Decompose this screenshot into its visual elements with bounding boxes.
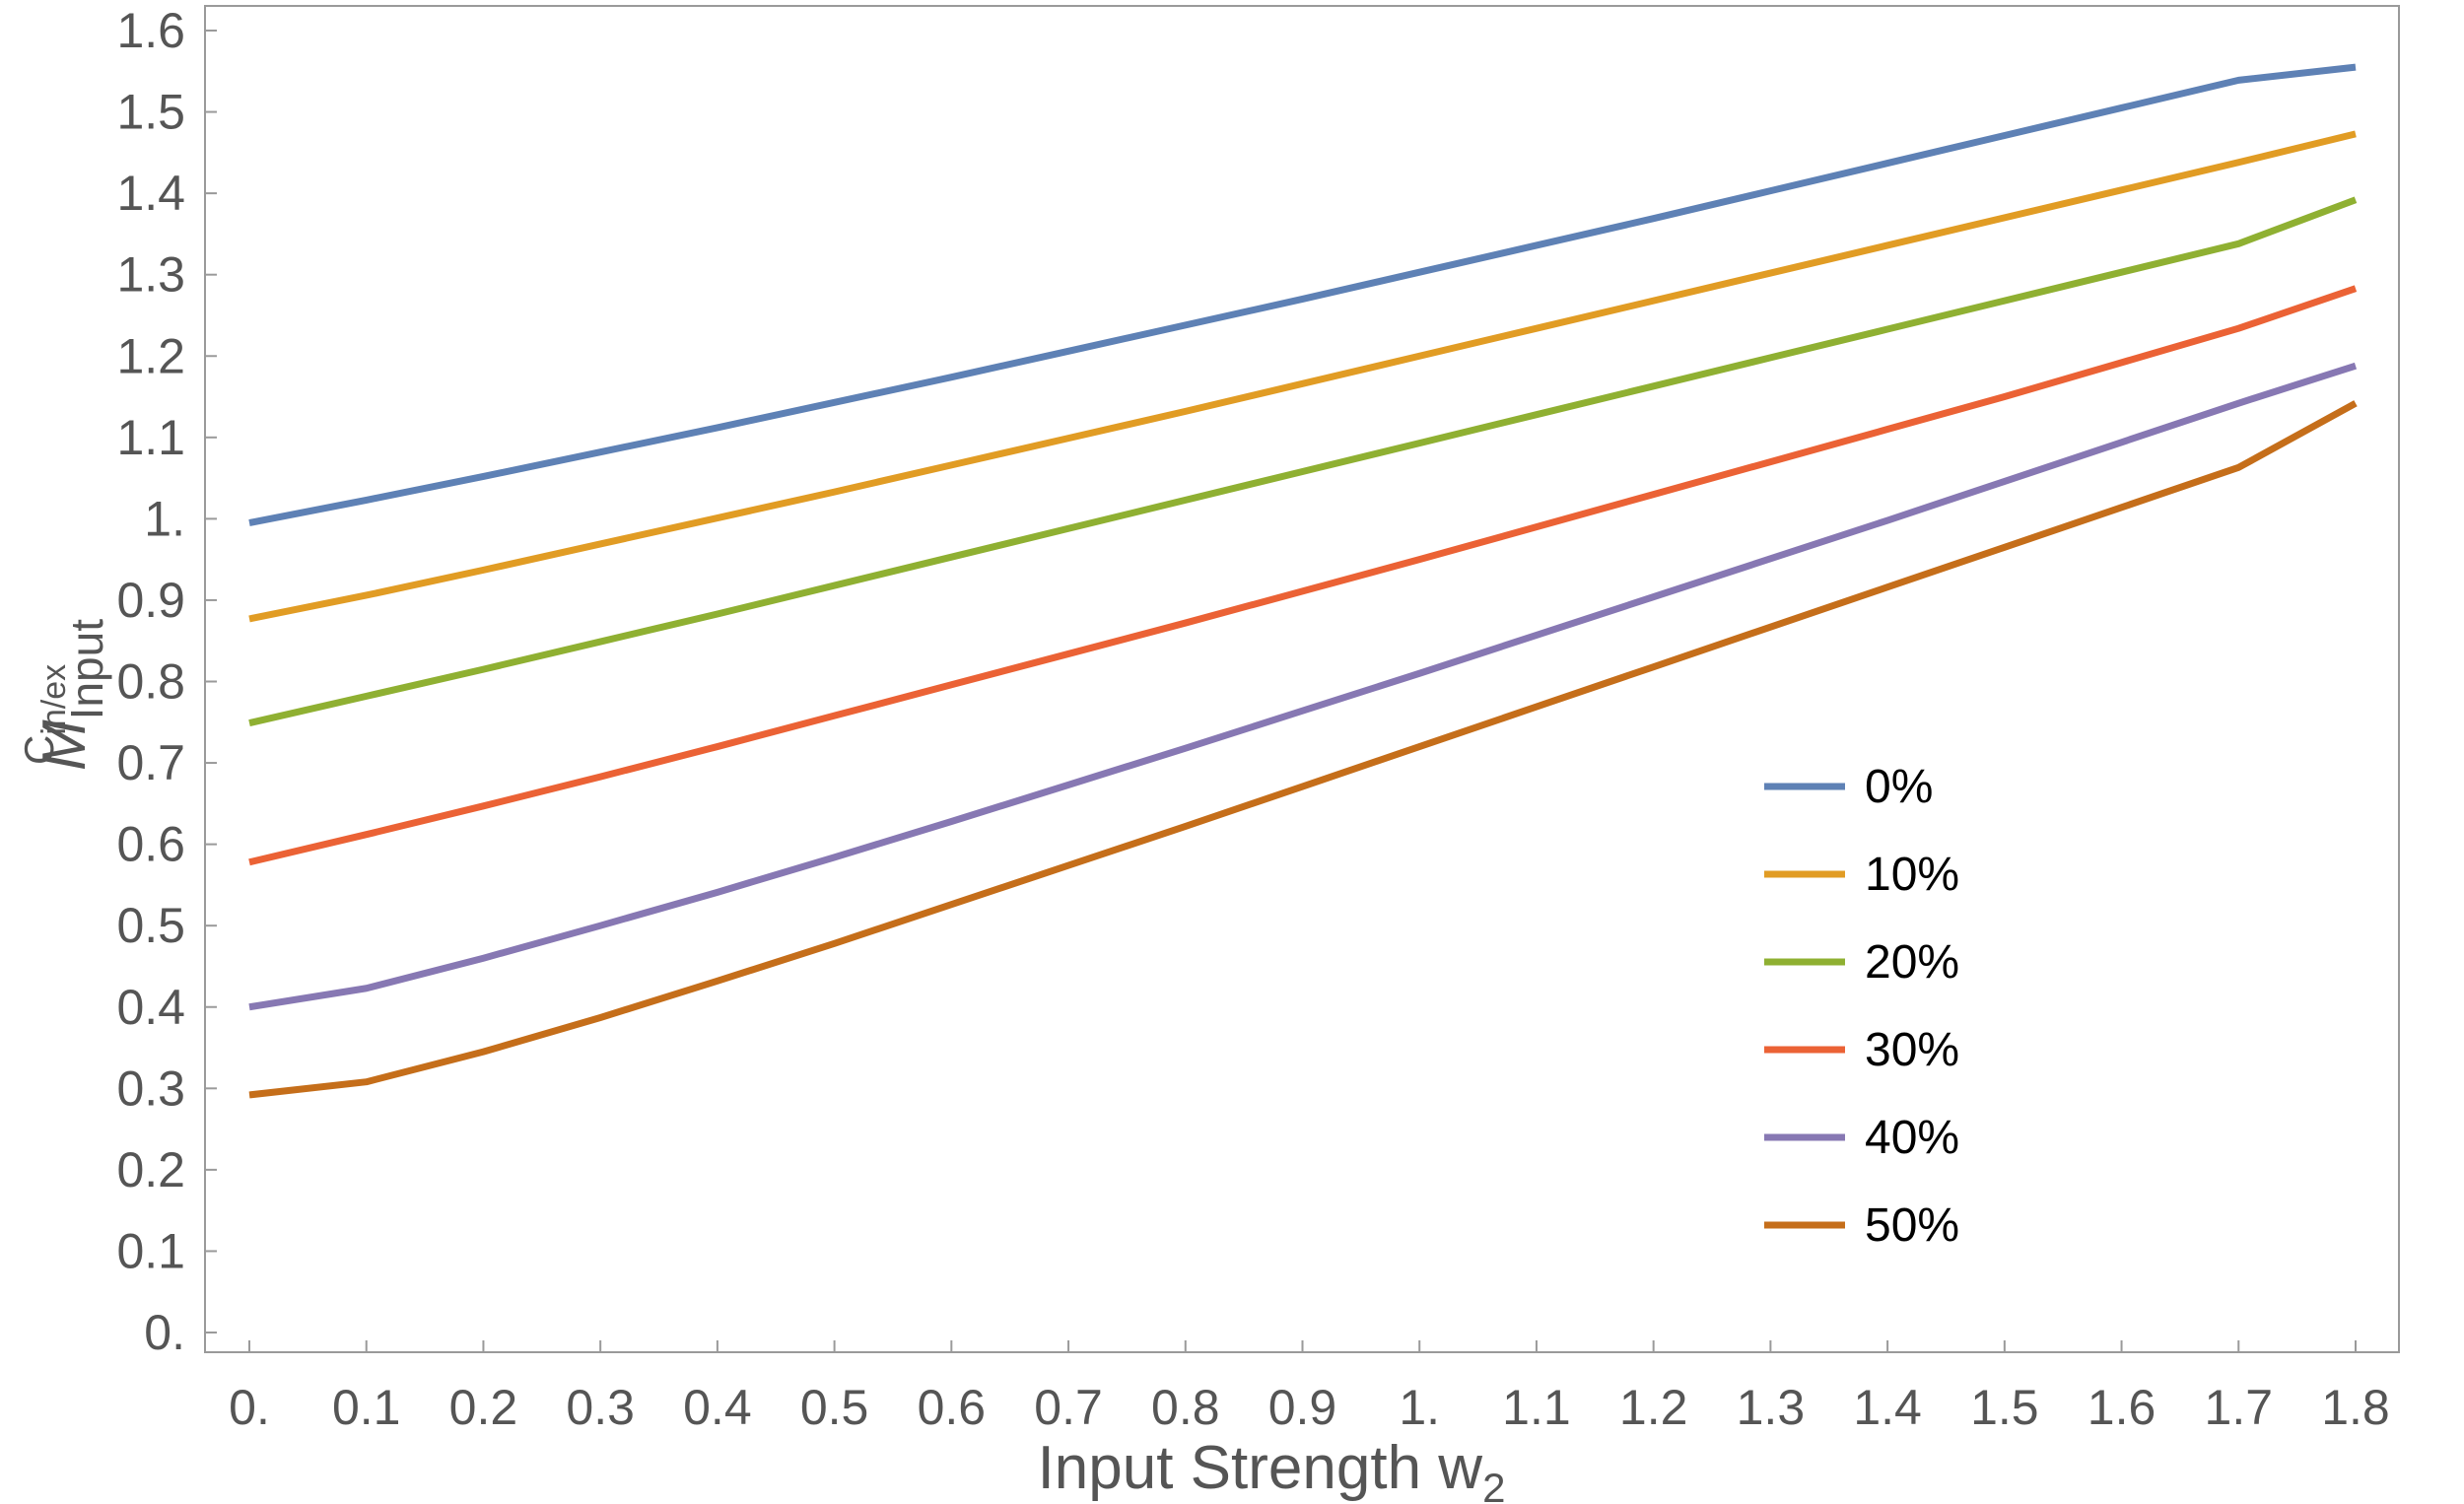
series-line-4: [248, 285, 2358, 866]
x-tick-label: 1.4: [1853, 1380, 1922, 1435]
x-tick-label: 1.8: [2321, 1380, 2390, 1435]
legend-label: 20%: [1865, 936, 1959, 989]
legend-label: 30%: [1865, 1024, 1959, 1076]
series-line-2: [248, 130, 2357, 623]
x-tick-label: 1.1: [1502, 1380, 1571, 1435]
x-tick-label: 0.6: [918, 1380, 987, 1435]
series-line-6: [248, 400, 2358, 1099]
y-tick-label: 1.4: [116, 166, 185, 221]
x-tick-label: 1.7: [2205, 1380, 2274, 1435]
x-tick-label: 1.5: [1970, 1380, 2039, 1435]
x-tick-label: 0.: [229, 1380, 270, 1435]
x-tick-label: 1.3: [1737, 1380, 1806, 1435]
legend: 0% 10% 20% 30% 40% 50%: [1764, 761, 1959, 1252]
legend-label: 10%: [1865, 849, 1959, 901]
series-line-5: [248, 362, 2358, 1011]
y-tick-label: 0.5: [116, 898, 185, 953]
x-axis-title: Input Strength w2: [1038, 1434, 1506, 1504]
y-tick-label: 1.5: [116, 85, 185, 140]
legend-label: 40%: [1865, 1112, 1959, 1164]
y-tick-label: 0.2: [116, 1142, 185, 1197]
x-tick-label: 0.7: [1034, 1380, 1103, 1435]
x-tick-label: 0.9: [1268, 1380, 1337, 1435]
y-axis-ticks: 0. 0.1 0.2 0.3 0.4 0.5 0.6 0.7 0.8 0.9 1. 1.1 1.2 1.3…: [116, 3, 217, 1360]
y-tick-label: 0.7: [116, 735, 185, 790]
plot-frame: [204, 5, 2400, 1353]
y-tick-label: 1.2: [116, 328, 185, 383]
x-tick-label: 0.8: [1151, 1380, 1220, 1435]
y-tick-label: 1.1: [116, 410, 185, 465]
x-tick-label: 1.6: [2088, 1380, 2156, 1435]
x-tick-label: 0.1: [332, 1380, 401, 1435]
legend-label: 0%: [1865, 761, 1933, 813]
y-tick-label: 1.: [144, 491, 185, 546]
series-lines: [248, 63, 2358, 1099]
y-tick-label: 0.6: [116, 817, 185, 872]
x-tick-label: 1.2: [1619, 1380, 1688, 1435]
x-tick-label: 1.: [1399, 1380, 1440, 1435]
series-line-3: [248, 196, 2358, 727]
y-tick-label: 0.8: [116, 654, 185, 710]
y-tick-label: 0.9: [116, 573, 185, 628]
x-axis-ticks: 0. 0.1 0.2 0.3 0.4 0.5 0.6 0.7 0.8 0.9 1. 1.1 1.2 1.3…: [229, 1340, 2390, 1435]
y-axis-title: MInputCin/ex: [16, 619, 112, 771]
legend-label: 50%: [1865, 1199, 1959, 1252]
x-tick-label: 0.2: [449, 1380, 518, 1435]
y-tick-label: 0.3: [116, 1060, 185, 1116]
x-tick-label: 0.4: [683, 1380, 752, 1435]
x-tick-label: 0.5: [800, 1380, 869, 1435]
y-tick-label: 1.6: [116, 3, 185, 58]
y-tick-label: 0.: [144, 1305, 185, 1360]
x-tick-label: 0.3: [566, 1380, 635, 1435]
y-tick-label: 0.1: [116, 1223, 185, 1278]
y-tick-label: 1.3: [116, 247, 185, 303]
y-tick-label: 0.4: [116, 980, 185, 1035]
series-line-1: [248, 63, 2357, 526]
